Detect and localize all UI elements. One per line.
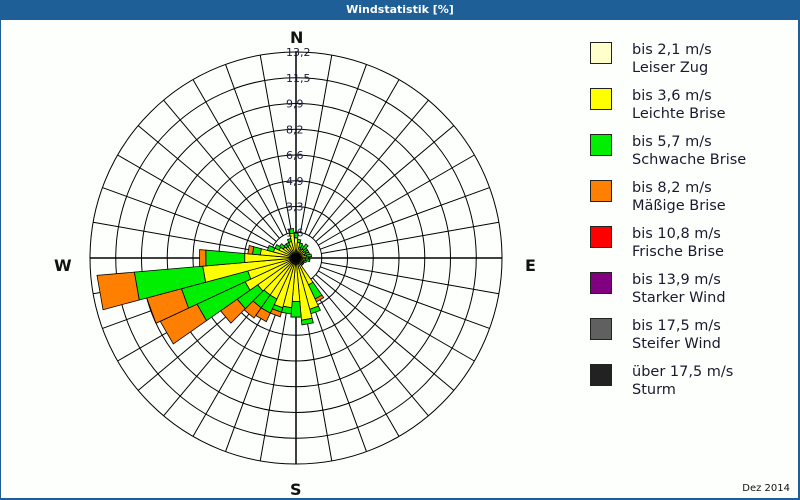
- grid-spoke: [93, 221, 271, 255]
- grid-spoke: [320, 187, 490, 250]
- radial-tick-label: 3,3: [286, 201, 304, 214]
- wind-sector-segment: [306, 253, 313, 258]
- radial-tick-label: 13,2: [286, 46, 311, 59]
- radial-tick-label: 4,9: [286, 175, 304, 188]
- grid-spoke: [299, 55, 333, 233]
- window-title: Windstatistik [%]: [346, 3, 454, 16]
- legend-range: über 17,5 m/s: [632, 364, 734, 380]
- radial-tick-label: 8,2: [286, 123, 304, 136]
- radial-tick-label: 11,5: [286, 72, 311, 85]
- legend-range: bis 3,6 m/s: [632, 88, 712, 104]
- wind-sector-segment: [247, 244, 255, 255]
- wind-sector-segment: [290, 301, 302, 318]
- legend-name: Leichte Brise: [632, 106, 726, 122]
- legend-swatch: [590, 364, 612, 386]
- radial-tick-label: 9,9: [286, 98, 304, 111]
- legend-name: Frische Brise: [632, 244, 724, 260]
- grid-spoke: [312, 99, 429, 239]
- legend-range: bis 5,7 m/s: [632, 134, 712, 150]
- grid-spoke: [321, 261, 499, 295]
- wind-sector-segment: [301, 243, 309, 251]
- legend-swatch: [590, 42, 612, 64]
- wind-sector-segment: [296, 238, 302, 244]
- chart-panel: [1, 20, 798, 498]
- legend-range: bis 13,9 m/s: [632, 272, 721, 288]
- grid-spoke: [318, 154, 475, 246]
- legend-range: bis 17,5 m/s: [632, 318, 721, 334]
- grid-spoke: [315, 274, 455, 391]
- grid-spoke: [117, 154, 274, 246]
- grid-spoke: [259, 55, 293, 233]
- wind-sector-segment: [266, 244, 276, 253]
- grid-spoke: [321, 221, 499, 255]
- grid-spoke: [137, 125, 277, 242]
- legend-swatch: [590, 226, 612, 248]
- legend-range: bis 8,2 m/s: [632, 180, 712, 196]
- radial-tick-label: 1,6: [286, 226, 304, 239]
- grid-spoke: [102, 187, 272, 250]
- grid-spoke: [308, 280, 400, 437]
- legend-name: Leiser Zug: [632, 60, 709, 76]
- legend-range: bis 10,8 m/s: [632, 226, 721, 242]
- wind-sector-segment: [304, 258, 311, 263]
- grid-spoke: [225, 64, 288, 234]
- wind-sector-segment: [96, 271, 140, 311]
- legend-name: Schwache Brise: [632, 152, 747, 168]
- compass-west-label: W: [54, 256, 72, 275]
- legend-range: bis 2,1 m/s: [632, 42, 712, 58]
- legend-swatch: [590, 272, 612, 294]
- compass-north-label: N: [290, 28, 304, 47]
- grid-spoke: [320, 266, 490, 329]
- compass-east-label: E: [525, 256, 536, 275]
- wind-sector-segment: [287, 227, 295, 235]
- legend-swatch: [590, 88, 612, 110]
- grid-spoke: [304, 64, 367, 234]
- grid-spoke: [318, 270, 475, 362]
- grid-spoke: [308, 79, 400, 236]
- wind-sector-segment: [302, 259, 308, 264]
- grid-spoke: [192, 79, 284, 236]
- legend-swatch: [590, 180, 612, 202]
- legend-name: Mäßige Brise: [632, 198, 726, 214]
- grid-spoke: [312, 277, 429, 417]
- radial-tick-label: 6,6: [286, 149, 304, 162]
- legend-swatch: [590, 318, 612, 340]
- legend-swatch: [590, 134, 612, 156]
- legend-name: Sturm: [632, 382, 676, 398]
- grid-spoke: [315, 125, 455, 242]
- legend-name: Starker Wind: [632, 290, 726, 306]
- wind-sector-segment: [298, 242, 304, 249]
- period-label: Dez 2014: [742, 483, 790, 494]
- wind-sector-segment: [301, 317, 314, 326]
- wind-sector-segment: [278, 243, 286, 250]
- legend-name: Steifer Wind: [632, 336, 721, 352]
- wind-sector-segment: [199, 249, 207, 267]
- wind-sector-segment: [274, 243, 282, 251]
- grid-spoke: [163, 99, 280, 239]
- compass-south-label: S: [290, 480, 302, 499]
